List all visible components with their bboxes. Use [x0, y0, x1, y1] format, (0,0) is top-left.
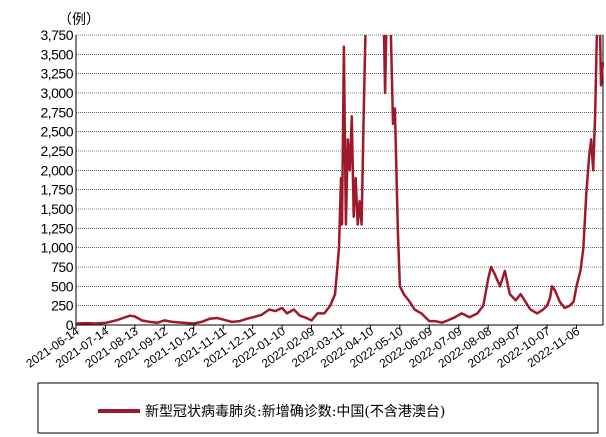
y-tick-label: 3,000	[40, 85, 73, 101]
y-tick-label: 3,500	[40, 46, 73, 62]
y-tick-label: 3,750	[40, 27, 73, 43]
y-tick-label: 1,500	[40, 201, 73, 217]
y-tick-label: 0	[66, 317, 74, 333]
unit-label: （例）	[58, 11, 100, 27]
y-tick-label: 1,250	[40, 220, 73, 236]
y-tick-label: 3,250	[40, 66, 73, 82]
y-tick-label: 1,000	[40, 240, 73, 256]
legend-box	[37, 382, 599, 434]
plot-area	[76, 35, 604, 325]
y-tick-label: 1,750	[40, 182, 73, 198]
y-tick-label: 750	[51, 259, 74, 275]
y-tick-label: 250	[51, 298, 74, 314]
y-tick-label: 500	[51, 278, 74, 294]
y-tick-label: 2,500	[40, 124, 73, 140]
line	[76, 35, 604, 325]
y-tick-label: 2,000	[40, 162, 73, 178]
y-tick-label: 2,750	[40, 104, 73, 120]
legend-label: 新型冠状病毒肺炎:新增确诊数:中国(不含港澳台)	[145, 404, 445, 420]
y-tick-label: 2,250	[40, 143, 73, 159]
